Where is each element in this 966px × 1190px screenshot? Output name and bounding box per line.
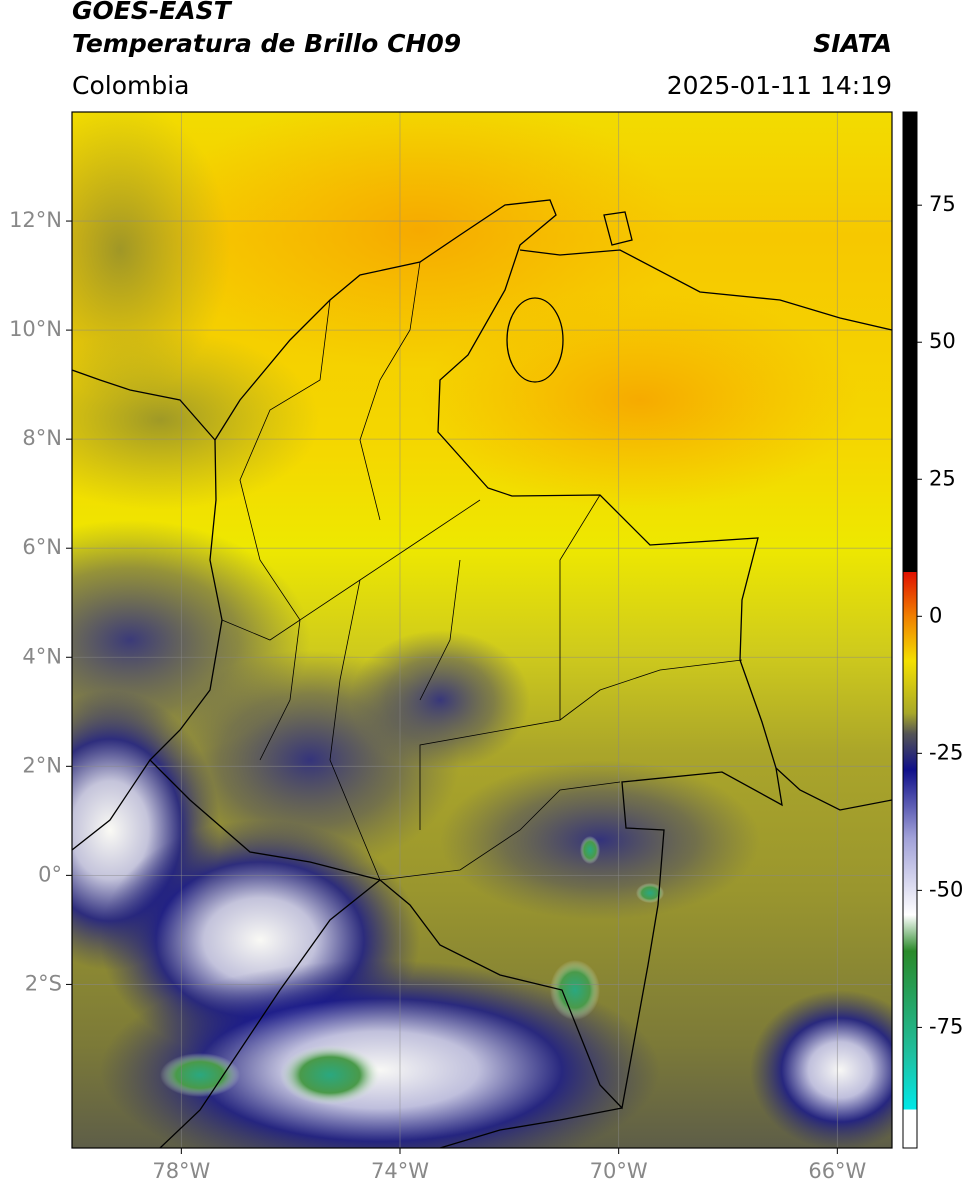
y-tick-label: 10°N [9, 317, 62, 341]
map-frame [71, 111, 893, 1149]
colorbar-tick-label: -50 [929, 877, 963, 901]
x-tick-label: 78°W [152, 1159, 210, 1183]
colorbar-tick-label: -25 [929, 740, 963, 764]
satellite-image [72, 112, 892, 1148]
x-tick-label: 70°W [590, 1159, 648, 1183]
y-tick-label: 2°S [25, 971, 62, 995]
colorbar-tick-label: 50 [929, 329, 956, 353]
agency: SIATA [813, 29, 892, 58]
x-tick-label: 74°W [371, 1159, 429, 1183]
x-tick-label: 66°W [808, 1159, 866, 1183]
datetime: 2025-01-11 14:19 [667, 71, 892, 100]
subtitle: Temperatura de Brillo CH09 [72, 29, 461, 58]
colorbar [902, 111, 918, 1149]
y-tick-label: 6°N [22, 535, 62, 559]
graticule [72, 112, 892, 1148]
colorbar-tick-label: 0 [929, 603, 942, 627]
y-tick-label: 0° [38, 862, 62, 886]
borders [72, 199, 892, 1148]
title: GOES-EAST [72, 0, 233, 25]
colorbar-tick-label: -75 [929, 1014, 963, 1038]
region: Colombia [72, 71, 189, 100]
y-tick-label: 4°N [22, 644, 62, 668]
y-tick-label: 8°N [22, 426, 62, 450]
colorbar-tick-label: 75 [929, 192, 956, 216]
colorbar-tick-label: 25 [929, 466, 956, 490]
y-tick-label: 12°N [9, 208, 62, 232]
y-tick-label: 2°N [22, 753, 62, 777]
